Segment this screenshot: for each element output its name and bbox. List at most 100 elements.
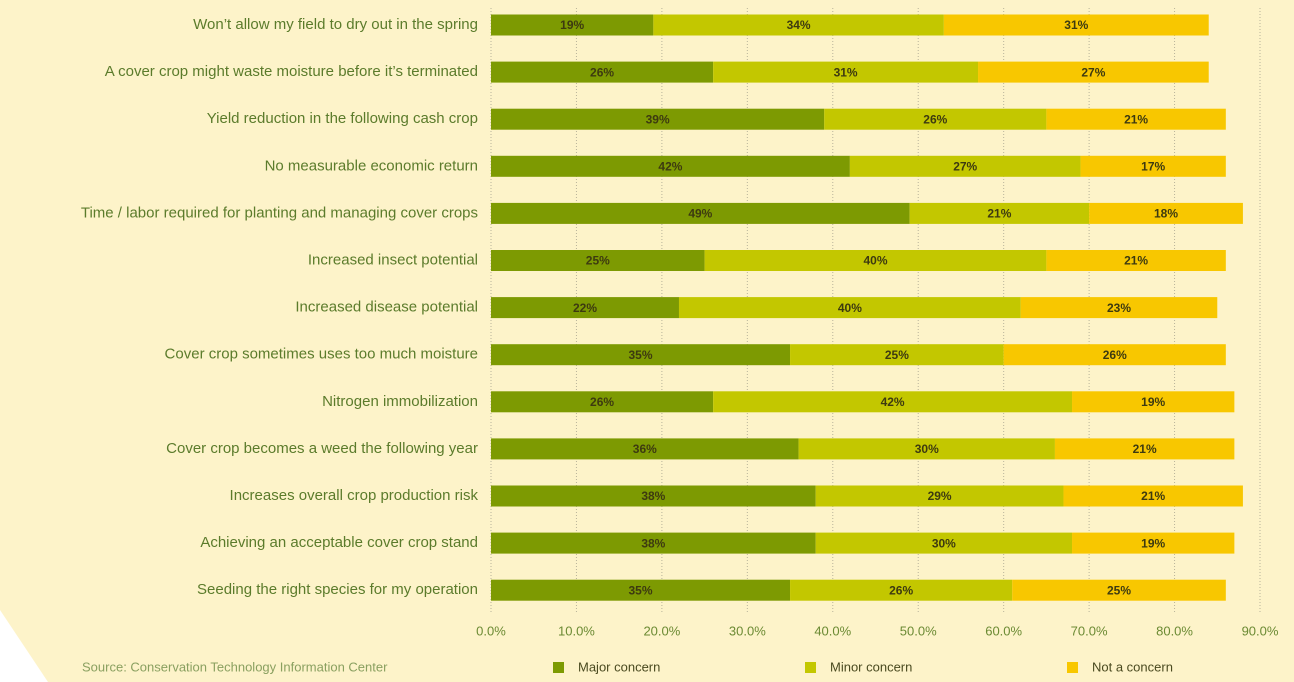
category-label: Achieving an acceptable cover crop stand xyxy=(200,534,478,551)
bar-segment xyxy=(491,202,910,224)
x-tick-label: 70.0% xyxy=(1071,623,1108,638)
category-label: Cover crop sometimes uses too much moist… xyxy=(165,346,478,363)
bar-segment xyxy=(1054,438,1235,460)
bar-segment xyxy=(978,61,1209,83)
value-label: 21% xyxy=(1124,254,1148,268)
value-label: 38% xyxy=(641,489,665,503)
value-label: 21% xyxy=(1124,112,1148,126)
bar-segment xyxy=(491,344,791,366)
bar-segment xyxy=(491,297,679,319)
bar-segment xyxy=(943,14,1209,36)
category-label: Time / labor required for planting and m… xyxy=(81,204,478,221)
value-label: 26% xyxy=(889,583,913,597)
value-label: 35% xyxy=(629,348,653,362)
bar-segment xyxy=(491,485,816,507)
x-tick-label: 90.0% xyxy=(1242,623,1279,638)
category-label: Increases overall crop production risk xyxy=(230,487,479,504)
legend-swatch xyxy=(553,662,564,673)
value-label: 30% xyxy=(915,442,939,456)
bar-segment xyxy=(491,61,714,83)
value-label: 40% xyxy=(863,254,887,268)
bar-segment xyxy=(491,155,850,177)
value-label: 25% xyxy=(885,348,909,362)
bar-segment xyxy=(1012,579,1226,601)
bar-segment xyxy=(1046,250,1226,271)
category-label: Seeding the right species for my operati… xyxy=(197,581,478,598)
bar-segment xyxy=(491,438,799,460)
category-label: Won’t allow my field to dry out in the s… xyxy=(193,16,478,33)
x-tick-label: 20.0% xyxy=(643,623,680,638)
x-tick-label: 10.0% xyxy=(558,623,595,638)
value-label: 34% xyxy=(787,18,811,32)
category-label: Increased insect potential xyxy=(308,251,478,268)
bar-segment xyxy=(824,108,1047,130)
value-label: 18% xyxy=(1154,207,1178,221)
x-tick-label: 30.0% xyxy=(729,623,766,638)
bar-segment xyxy=(1089,202,1243,224)
bar-segment xyxy=(491,532,816,554)
value-label: 26% xyxy=(923,112,947,126)
bar-segment xyxy=(798,438,1055,460)
value-label: 27% xyxy=(1081,65,1105,79)
bar-segment xyxy=(713,391,1073,413)
bar-segment xyxy=(713,61,979,83)
value-label: 42% xyxy=(881,395,905,409)
value-label: 26% xyxy=(1103,348,1127,362)
category-label: No measurable economic return xyxy=(265,157,478,174)
value-label: 19% xyxy=(560,18,584,32)
value-label: 19% xyxy=(1141,536,1165,550)
x-tick-label: 80.0% xyxy=(1156,623,1193,638)
bar-segment xyxy=(491,250,705,271)
value-label: 21% xyxy=(987,207,1011,221)
bar-segment xyxy=(653,14,944,36)
value-label: 21% xyxy=(1141,489,1165,503)
bar-segment xyxy=(1063,485,1243,507)
value-label: 30% xyxy=(932,536,956,550)
bar-segment xyxy=(1072,532,1235,554)
value-label: 26% xyxy=(590,65,614,79)
value-label: 35% xyxy=(629,583,653,597)
value-label: 31% xyxy=(834,65,858,79)
bar-segment xyxy=(491,108,825,130)
legend-label: Major concern xyxy=(578,659,660,674)
bar-segment xyxy=(1003,344,1226,366)
category-label: Increased disease potential xyxy=(295,299,478,316)
corner xyxy=(0,610,48,682)
category-label: Cover crop becomes a weed the following … xyxy=(166,440,478,457)
bar-segment xyxy=(704,250,1047,271)
bar-segment xyxy=(815,532,1073,554)
legend-swatch xyxy=(1067,662,1078,673)
bar-segment xyxy=(1072,391,1235,413)
x-tick-label: 0.0% xyxy=(476,623,506,638)
category-label: Nitrogen immobilization xyxy=(322,393,478,410)
source: Source: Conservation Technology Informat… xyxy=(82,659,388,674)
value-label: 27% xyxy=(953,159,977,173)
value-label: 42% xyxy=(658,159,682,173)
bar-segment xyxy=(909,202,1090,224)
value-label: 22% xyxy=(573,301,597,315)
legend-label: Minor concern xyxy=(830,659,912,674)
category-label: A cover crop might waste moisture before… xyxy=(105,63,478,80)
value-label: 19% xyxy=(1141,395,1165,409)
value-label: 25% xyxy=(1107,583,1131,597)
bar-segment xyxy=(849,155,1081,177)
x-tick-label: 60.0% xyxy=(985,623,1022,638)
value-label: 21% xyxy=(1133,442,1157,456)
bar-segment xyxy=(1046,108,1226,130)
bar-segment xyxy=(790,579,1013,601)
x-tick-label: 40.0% xyxy=(814,623,851,638)
bar-segment xyxy=(491,391,714,413)
x-tick-label: 50.0% xyxy=(900,623,937,638)
category-label: Yield reduction in the following cash cr… xyxy=(207,110,478,127)
bar-segment xyxy=(491,579,791,601)
legend-swatch xyxy=(805,662,816,673)
value-label: 25% xyxy=(586,254,610,268)
value-label: 31% xyxy=(1064,18,1088,32)
value-label: 38% xyxy=(641,536,665,550)
bar-segment xyxy=(491,14,654,36)
bar-segment xyxy=(1020,297,1218,319)
value-label: 36% xyxy=(633,442,657,456)
bar-segment xyxy=(678,297,1021,319)
value-label: 40% xyxy=(838,301,862,315)
